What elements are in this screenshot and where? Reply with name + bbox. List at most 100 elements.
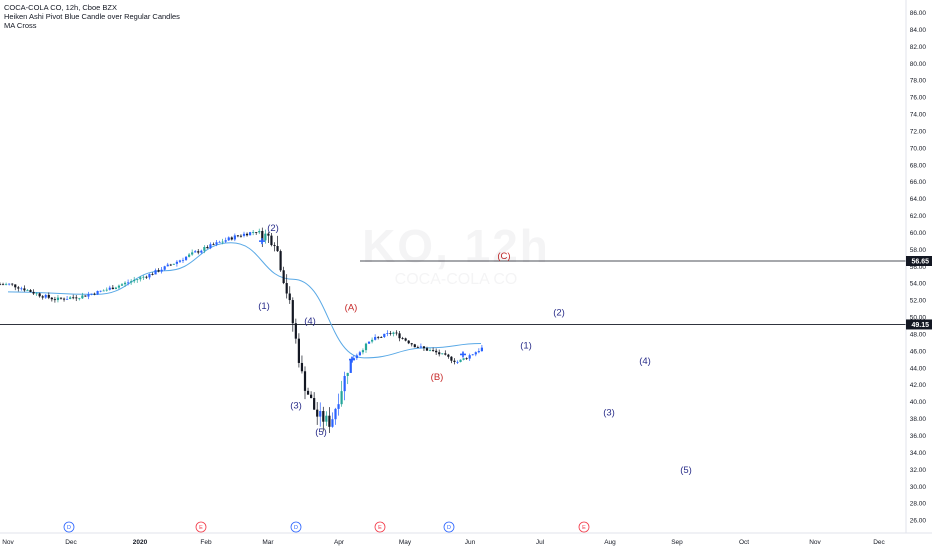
- wave-label[interactable]: (4): [639, 356, 651, 367]
- price-tick-label: 36.00: [910, 433, 927, 440]
- candle-body: [23, 288, 26, 291]
- price-tick-label: 52.00: [910, 298, 927, 305]
- price-tick-label: 26.00: [910, 518, 927, 525]
- candle-body: [78, 298, 81, 300]
- candle-body: [230, 237, 233, 240]
- time-tick-label: Nov: [2, 539, 14, 546]
- candle-body: [303, 371, 307, 391]
- dividend-event-icon[interactable]: [290, 521, 302, 533]
- wave-label[interactable]: (5): [680, 465, 692, 476]
- earnings-event-icon[interactable]: [374, 521, 386, 533]
- wave-label[interactable]: (5): [315, 427, 327, 438]
- candle-body: [127, 282, 130, 284]
- price-tick-label: 38.00: [910, 416, 927, 423]
- candle-body: [242, 233, 246, 236]
- price-axis[interactable]: 86.00 84.00 82.00 80.00 78.00 76.00 74.00 72.00…: [905, 0, 927, 533]
- candle-body: [14, 284, 17, 288]
- candle-body: [145, 276, 148, 278]
- indicator-heiken-ashi[interactable]: Heiken Ashi Pivot Blue Candle over Regul…: [4, 12, 180, 21]
- candle-body: [343, 375, 346, 392]
- wave-label[interactable]: (3): [603, 408, 615, 419]
- wave-label[interactable]: (A): [345, 303, 358, 314]
- price-tick-label: 50.00: [910, 315, 927, 322]
- candle-body: [419, 346, 422, 348]
- candle-body: [41, 296, 44, 298]
- event-letter: D: [294, 525, 298, 531]
- candle-body: [306, 390, 310, 395]
- candle-body: [96, 290, 99, 295]
- candle-body: [459, 359, 462, 362]
- earnings-event-icon[interactable]: [578, 521, 590, 533]
- time-tick-label: Nov: [809, 539, 821, 546]
- candle-body: [444, 353, 447, 355]
- candle-body: [340, 391, 343, 405]
- candle-body: [38, 293, 41, 297]
- dividend-event-icon[interactable]: [63, 521, 75, 533]
- wave-label[interactable]: (3): [290, 401, 302, 412]
- price-tick-label: 68.00: [910, 162, 927, 169]
- wave-labels: (1) (2) (3) (4) (5) (A) (B) (C) (1) (2) (3) (4) (5): [258, 223, 692, 476]
- wave-label[interactable]: (1): [520, 341, 532, 352]
- candle-body: [392, 332, 395, 334]
- wave-label[interactable]: (1): [258, 301, 270, 312]
- candle-body: [380, 337, 383, 338]
- candle-body: [313, 398, 316, 410]
- candle-body: [209, 244, 212, 249]
- wave-label[interactable]: (4): [304, 316, 316, 327]
- candle-body: [99, 290, 102, 292]
- candle-body: [297, 338, 300, 363]
- candle-body: [255, 232, 258, 233]
- time-tick-label: Aug: [604, 539, 616, 546]
- candle-body: [191, 252, 194, 255]
- ma-line: [7, 242, 482, 359]
- candle-body: [136, 279, 139, 281]
- candle-body: [270, 235, 273, 246]
- candle-body: [117, 285, 121, 288]
- candle-body: [477, 351, 480, 353]
- time-tick-label: Sep: [671, 539, 683, 546]
- ma-cross-marker: [349, 356, 355, 363]
- candle-body: [395, 332, 398, 334]
- candle-body: [374, 336, 377, 340]
- candle-body: [11, 283, 14, 285]
- candle-body: [172, 263, 175, 265]
- wave-label[interactable]: (2): [553, 308, 565, 319]
- candle-body: [480, 347, 483, 352]
- candle-body: [413, 344, 416, 348]
- price-tick-label: 80.00: [910, 61, 927, 68]
- time-tick-label: Dec: [873, 539, 885, 546]
- candle-body: [154, 270, 157, 275]
- event-letter: D: [447, 525, 451, 531]
- time-axis[interactable]: Nov Dec 2020 Feb Mar Apr May Jun Jul Aug Sep Oct Nov…: [0, 532, 932, 546]
- candle-body: [425, 348, 429, 351]
- horizontal-lines: [0, 260, 906, 325]
- candle-body: [130, 281, 133, 283]
- cross-markers: [259, 238, 466, 363]
- earnings-event-icon[interactable]: [195, 521, 207, 533]
- candle-body: [178, 260, 182, 262]
- price-tick-label: 84.00: [910, 27, 927, 34]
- candle-body: [62, 298, 66, 300]
- symbol-title[interactable]: COCA-COLA CO, 12h, Cboe BZX: [4, 3, 117, 12]
- wave-label[interactable]: (B): [431, 372, 444, 383]
- candle-body: [245, 233, 249, 236]
- moving-average: [7, 242, 482, 359]
- dividend-event-icon[interactable]: [443, 521, 455, 533]
- candle-body: [69, 297, 72, 299]
- candle-body: [5, 283, 8, 285]
- price-tags: 56.65 49.15: [906, 256, 932, 330]
- candle-body: [316, 409, 319, 417]
- candle-body: [328, 415, 331, 427]
- price-tick-label: 70.00: [910, 145, 927, 152]
- candle-body: [471, 354, 474, 356]
- wave-label[interactable]: (2): [267, 223, 279, 234]
- candle-body: [404, 338, 407, 341]
- wave-label[interactable]: (C): [497, 251, 510, 262]
- price-tick-label: 78.00: [910, 78, 927, 85]
- price-tag-label: 56.65: [911, 259, 929, 266]
- indicator-ma-cross[interactable]: MA Cross: [4, 21, 37, 30]
- candle-body: [218, 241, 221, 243]
- price-tick-label: 34.00: [910, 450, 927, 457]
